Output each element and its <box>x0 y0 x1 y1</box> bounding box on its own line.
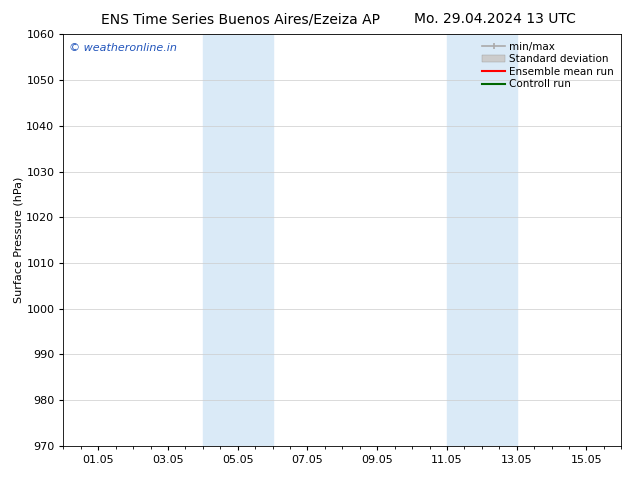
Text: ENS Time Series Buenos Aires/Ezeiza AP: ENS Time Series Buenos Aires/Ezeiza AP <box>101 12 380 26</box>
Y-axis label: Surface Pressure (hPa): Surface Pressure (hPa) <box>13 177 23 303</box>
Bar <box>447 34 517 446</box>
Text: © weatheronline.in: © weatheronline.in <box>69 43 177 52</box>
Text: Mo. 29.04.2024 13 UTC: Mo. 29.04.2024 13 UTC <box>413 12 576 26</box>
Bar <box>203 34 273 446</box>
Legend: min/max, Standard deviation, Ensemble mean run, Controll run: min/max, Standard deviation, Ensemble me… <box>480 40 616 92</box>
